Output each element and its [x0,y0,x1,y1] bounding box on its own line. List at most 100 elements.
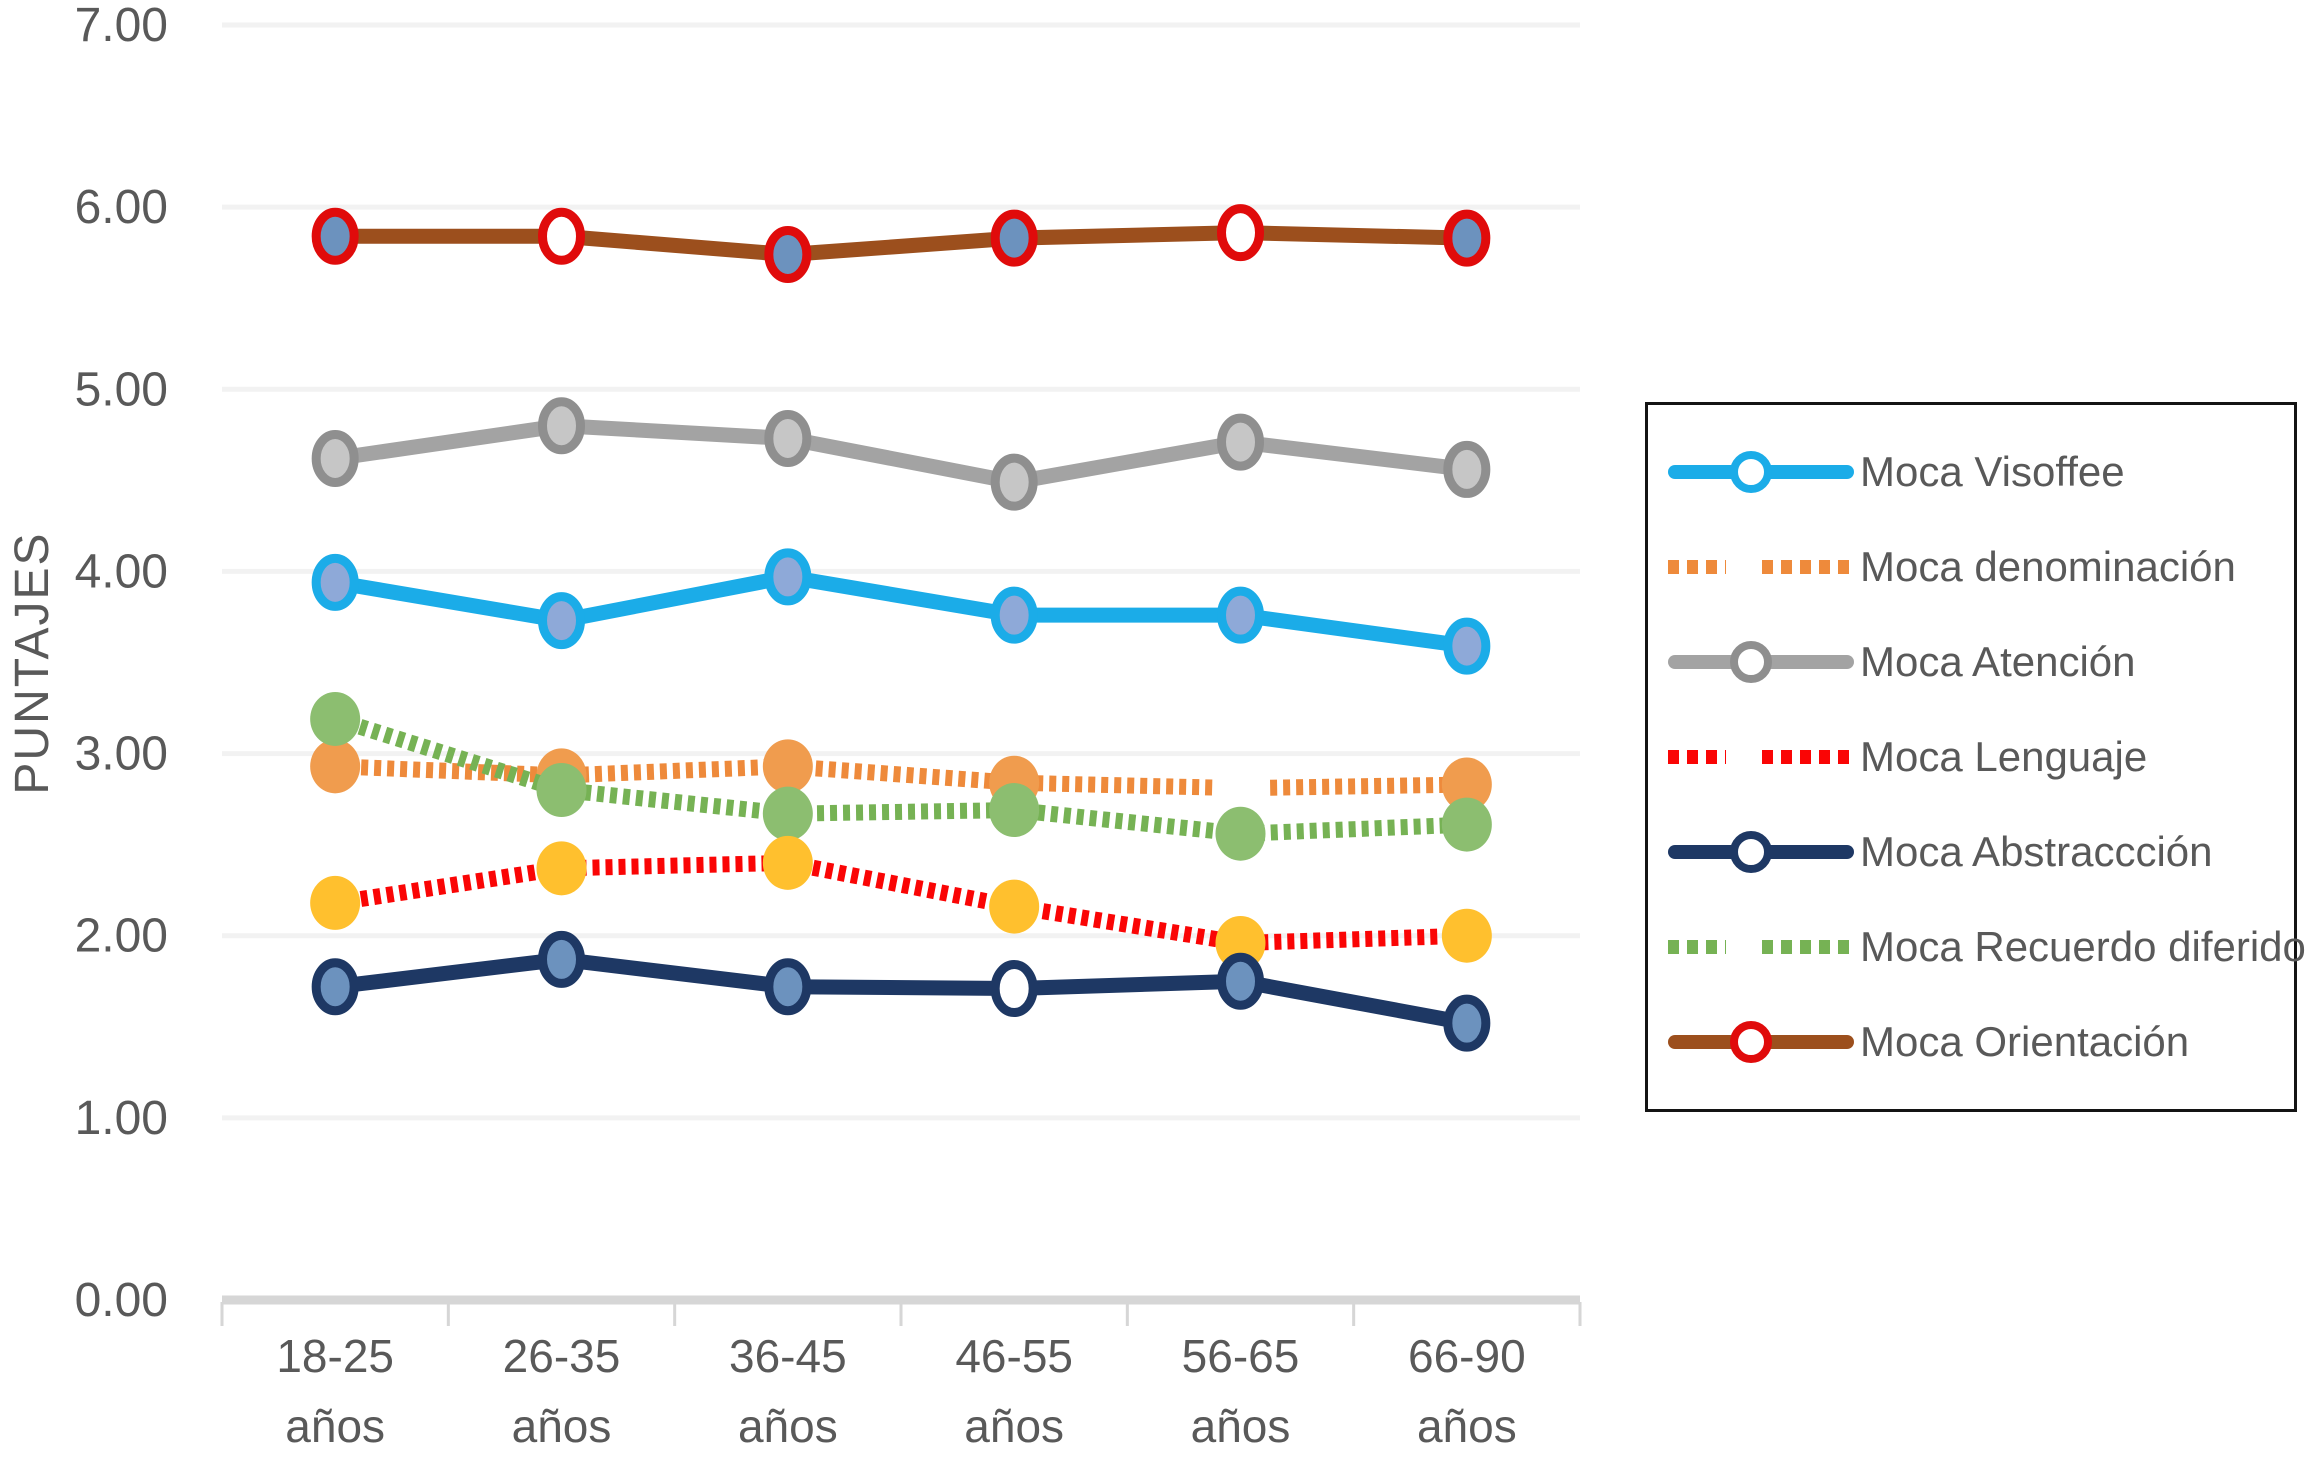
data-point-marker-moca-abstraccción [538,930,585,988]
legend-item-moca-lenguaje: Moca Lenguaje [1668,729,2294,785]
legend-open-circle-marker-icon [1730,451,1772,493]
legend-item-moca-orientacion: Moca Orientación [1668,1014,2294,1070]
x-tick-label-range: 66-90 [1408,1330,1526,1382]
data-point-marker-moca-abstraccción [311,958,359,1016]
legend-open-circle-marker-icon [1730,831,1772,873]
data-point-marker-moca-abstraccción [1443,994,1491,1052]
legend-label: Moca Visoffee [1860,448,2125,495]
data-point-marker-moca-denominación [310,739,361,794]
data-point-marker-moca-visoffee [764,548,812,606]
legend-label: Moca Atención [1860,638,2136,685]
legend-item-moca-recuerdo-diferido: Moca Recuerdo diferido [1668,919,2306,975]
data-point-marker-moca-orientación [1217,204,1264,262]
data-point-marker-moca-denominación [1441,757,1492,812]
y-tick-label: 0.00 [75,1274,168,1327]
legend-label: Moca Lenguaje [1860,733,2148,780]
y-axis-title: PUNTAJES [6,531,59,795]
data-point-marker-moca-atención [764,409,812,467]
legend-item-moca-abstracccion: Moca Abstraccción [1668,824,2294,880]
data-point-marker-moca-atención [538,397,585,455]
series-line-moca-denominación [334,758,1467,797]
y-tick-label: 2.00 [75,910,168,963]
x-tick-label-range: 18-25 [276,1330,394,1382]
legend-open-circle-marker-icon [1730,641,1772,683]
data-point-marker-moca-lenguaje [310,875,361,930]
data-point-marker-moca-visoffee [538,592,585,650]
series-line-moca-abstraccción [327,951,1475,1031]
y-tick-label: 7.00 [75,0,168,52]
data-point-marker-moca-denominación [1215,761,1266,816]
data-point-marker-moca-orientación [764,226,812,283]
data-point-marker-moca-atención [1443,440,1491,498]
legend-dash-segment [1762,940,1854,954]
data-point-marker-moca-atención [311,430,359,487]
y-tick-label: 5.00 [75,363,168,416]
legend-dash-segment [1668,940,1726,954]
x-tick-label-range: 56-65 [1182,1330,1300,1382]
data-point-marker-moca-recuerdo-diferido [1215,806,1266,861]
legend-item-moca-denominacion: Moca denominación [1668,539,2294,595]
data-point-marker-moca-atención [1217,413,1264,471]
data-point-marker-moca-lenguaje [989,879,1040,934]
data-point-marker-moca-orientación [538,207,585,265]
data-point-marker-moca-orientación [1443,209,1491,267]
legend-dash-segment [1668,750,1726,764]
legend-item-moca-visoffee: Moca Visoffee [1668,444,2294,500]
y-tick-label: 1.00 [75,1092,168,1145]
x-tick-label-unit: años [285,1400,385,1452]
data-point-marker-moca-abstraccción [990,960,1038,1018]
data-point-marker-moca-abstraccción [1217,952,1264,1010]
legend-label: Moca denominación [1860,543,2236,590]
data-point-marker-moca-recuerdo-diferido [536,763,587,817]
legend-dash-segment [1668,560,1726,574]
data-point-marker-moca-denominación [762,739,813,794]
data-point-marker-moca-visoffee [311,553,359,611]
data-point-marker-moca-visoffee [990,586,1038,644]
x-tick-label-unit: años [1417,1400,1517,1452]
legend-swatch-solid-line-open-circle-icon [1668,450,1854,494]
legend-label: Moca Abstraccción [1860,828,2213,875]
x-tick-label-range: 46-55 [955,1330,1073,1382]
legend-swatch-dashed-line-icon [1668,735,1854,779]
legend-label: Moca Orientación [1860,1018,2190,1065]
legend-open-circle-marker-icon [1730,1021,1772,1063]
data-point-marker-moca-abstraccción [764,958,812,1016]
data-point-marker-moca-orientación [990,209,1038,267]
data-point-marker-moca-recuerdo-diferido [762,786,813,841]
x-tick-label-unit: años [964,1400,1064,1452]
series-line-moca-visoffee [327,569,1475,654]
data-point-marker-moca-recuerdo-diferido [310,691,361,746]
data-point-marker-moca-recuerdo-diferido [989,783,1040,838]
legend-swatch-solid-line-open-circle-icon [1668,830,1854,874]
data-point-marker-moca-recuerdo-diferido [1441,797,1492,852]
x-tick-label-unit: años [738,1400,838,1452]
data-point-marker-moca-atención [990,453,1038,511]
series-line-moca-lenguaje [333,854,1468,951]
data-point-marker-moca-lenguaje [536,841,587,896]
legend-item-moca-atencion: Moca Atención [1668,634,2294,690]
data-point-marker-moca-lenguaje [762,835,813,890]
y-tick-label: 3.00 [75,728,168,781]
legend: Moca Visoffee Moca denominación Moca Ate… [1645,402,2306,1112]
x-tick-label-unit: años [512,1400,612,1452]
data-point-marker-moca-visoffee [1217,586,1264,644]
series-line-moca-recuerdo-diferido [332,711,1468,842]
legend-dash-segment [1762,560,1854,574]
legend-dash-segment [1762,750,1854,764]
legend-swatch-dashed-line-icon [1668,925,1854,969]
legend-swatch-solid-line-open-circle-icon [1668,1020,1854,1064]
y-tick-label: 6.00 [75,181,168,234]
data-point-marker-moca-lenguaje [1441,908,1492,963]
series-line-moca-atención [327,418,1475,490]
legend-label: Moca Recuerdo diferido [1860,923,2306,970]
legend-swatch-dashed-line-icon [1668,545,1854,589]
x-tick-label-unit: años [1191,1400,1291,1452]
data-point-marker-moca-lenguaje [1215,916,1266,970]
legend-swatch-solid-line-open-circle-icon [1668,640,1854,684]
data-point-marker-moca-visoffee [1443,617,1491,675]
x-tick-label-range: 26-35 [503,1330,621,1382]
x-tick-label-range: 36-45 [729,1330,847,1382]
y-tick-label: 4.00 [75,545,168,598]
